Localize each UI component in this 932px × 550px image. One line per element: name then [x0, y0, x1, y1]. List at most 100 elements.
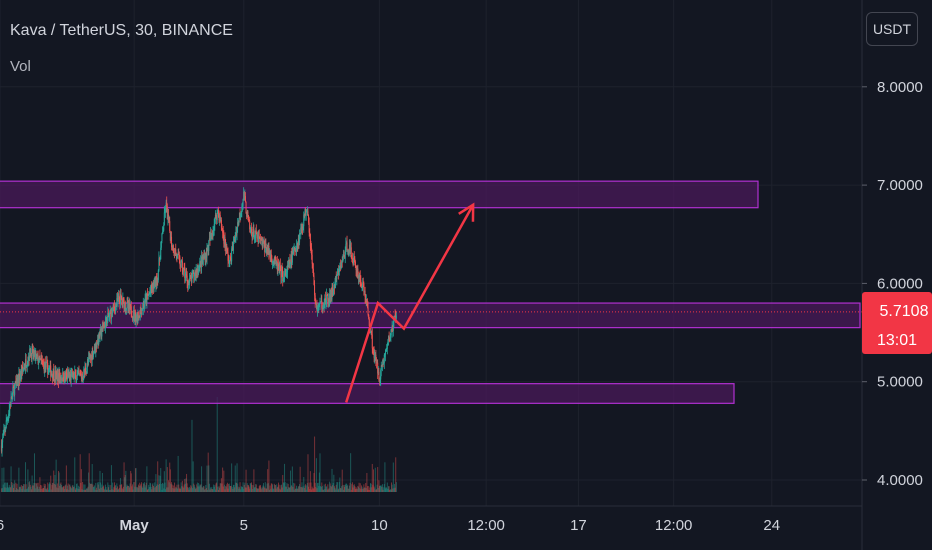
candle-body	[15, 381, 17, 384]
volume-bar	[291, 466, 293, 492]
candle-body	[207, 247, 209, 249]
candle-body	[214, 217, 216, 225]
volume-bar	[210, 488, 212, 492]
volume-bar	[65, 465, 67, 492]
zone-resistance[interactable]	[0, 180, 759, 209]
volume-bar	[372, 469, 374, 492]
candle-body	[208, 240, 210, 251]
volume-bar	[76, 483, 78, 492]
volume-bar	[290, 485, 292, 492]
volume-bar	[110, 465, 112, 492]
volume-bar	[77, 485, 79, 492]
time-axis[interactable]: 6 May 5 10 12:00 17 12:00 24	[0, 517, 780, 534]
volume-bar	[59, 483, 61, 492]
candle-body	[230, 259, 232, 262]
volume-bar	[12, 482, 14, 492]
volume-bar	[167, 487, 169, 492]
candle-body	[395, 316, 397, 319]
candle-body	[27, 357, 29, 362]
volume-bar	[144, 487, 146, 492]
candle-body	[196, 269, 198, 273]
volume-bar	[112, 482, 114, 492]
projection-arrow[interactable]	[345, 202, 475, 403]
volume-bar	[172, 488, 174, 492]
volume-bar	[297, 486, 299, 492]
zone-support[interactable]	[0, 383, 735, 404]
volume-bar	[106, 489, 108, 492]
candle-body	[231, 247, 233, 249]
candle-body	[36, 354, 38, 356]
candle-body	[193, 276, 195, 278]
volume-bar	[240, 489, 242, 492]
volume-bar	[106, 489, 108, 492]
volume-bar	[359, 483, 361, 492]
volume-indicator-label[interactable]: Vol	[10, 58, 31, 75]
volume-bar	[269, 489, 271, 492]
candle-body	[209, 238, 211, 241]
volume-bar	[131, 484, 133, 492]
volume-bar	[81, 489, 83, 492]
volume-bar	[386, 482, 388, 492]
candle-body	[207, 247, 209, 251]
candle-body	[88, 357, 90, 359]
candle-body	[240, 213, 242, 217]
volume-bar	[73, 487, 75, 492]
volume-bar	[282, 475, 284, 492]
volume-bar	[223, 470, 225, 492]
candle-body	[291, 251, 293, 263]
volume-bar	[201, 466, 203, 492]
candle-body	[250, 228, 252, 233]
volume-bar	[196, 482, 198, 492]
volume-bar	[130, 473, 132, 492]
candle-body	[32, 348, 34, 350]
candle-body	[28, 357, 30, 361]
candle-body	[100, 328, 102, 337]
candle-body	[64, 372, 66, 382]
candle-body	[101, 332, 103, 337]
volume-bar	[42, 487, 44, 492]
volume-bar	[265, 488, 267, 492]
candle-body	[237, 222, 239, 225]
candle-body	[203, 256, 205, 259]
volume-bar	[309, 471, 311, 492]
candle-body	[145, 297, 147, 304]
volume-bar	[154, 487, 156, 492]
volume-bar	[317, 483, 319, 492]
volume-bar	[98, 488, 100, 492]
candle-body	[350, 247, 352, 257]
volume-bar	[32, 485, 34, 492]
volume-bar	[130, 470, 132, 492]
volume-bar	[137, 488, 139, 492]
volume-bar	[320, 486, 322, 492]
volume-bar	[202, 487, 204, 492]
candle-body	[58, 373, 60, 383]
candle-body	[46, 362, 48, 364]
price-axis[interactable]: 8.0000 7.0000 6.0000 5.0000 4.0000	[862, 79, 923, 489]
candle-body	[289, 259, 291, 265]
candle-body	[317, 309, 319, 312]
candle-body	[55, 371, 57, 380]
candle-body	[317, 307, 319, 310]
candle-body	[206, 248, 208, 258]
candle-body	[217, 209, 219, 211]
volume-bar	[119, 478, 121, 492]
volume-bar	[333, 474, 335, 492]
volume-bar	[185, 478, 187, 492]
currency-button[interactable]: USDT	[866, 12, 918, 46]
candle-body	[185, 274, 187, 276]
candle-body	[97, 339, 99, 345]
volume-bar	[239, 482, 241, 492]
volume-bar	[287, 489, 289, 492]
candle-body	[79, 373, 81, 375]
candle-body	[361, 286, 363, 288]
volume-bar	[272, 488, 274, 492]
candle-body	[83, 369, 85, 373]
candle-body	[161, 233, 163, 242]
candle-body	[320, 301, 322, 303]
volume-bar	[220, 478, 222, 492]
chart-title[interactable]: Kava / TetherUS, 30, BINANCE	[10, 22, 233, 39]
projection-path[interactable]	[345, 204, 475, 403]
volume-bar	[40, 488, 42, 492]
candle-body	[5, 428, 7, 431]
